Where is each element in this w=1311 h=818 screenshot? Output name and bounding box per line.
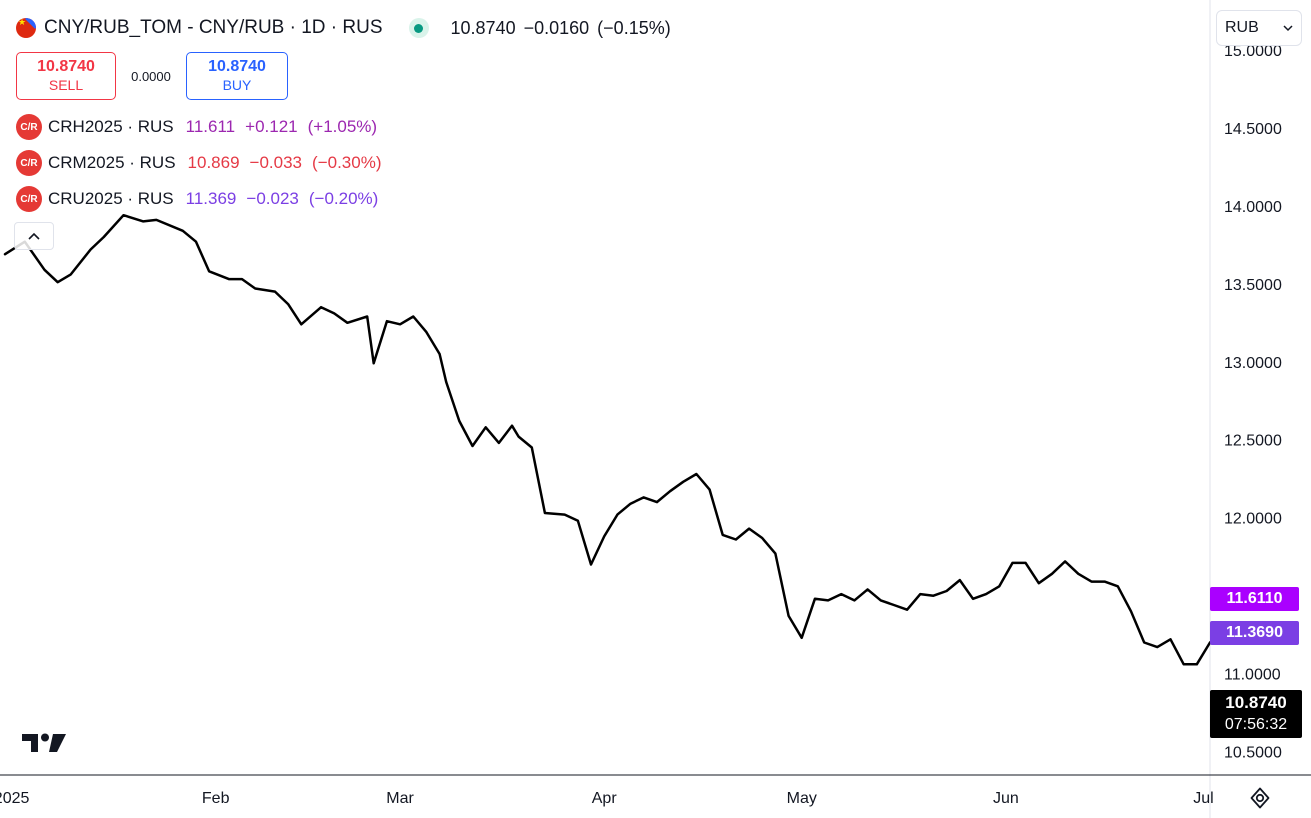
- legend-change-pct: (+1.05%): [307, 117, 378, 136]
- symbol-header: ★ CNY/RUB_TOM - CNY/RUB · 1D · RUS 10.87…: [16, 14, 671, 42]
- y-tick-label: 14.0000: [1224, 199, 1282, 216]
- tradingview-logo-icon[interactable]: [20, 730, 68, 756]
- symbol-title[interactable]: CNY/RUB_TOM - CNY/RUB · 1D · RUS: [44, 17, 383, 38]
- sell-button[interactable]: 10.8740 SELL: [16, 52, 116, 100]
- legend-change: −0.033: [249, 153, 303, 172]
- legend-change: +0.121: [245, 117, 298, 136]
- last-price-tag: 10.8740 07:56:32: [1210, 690, 1302, 738]
- legend-symbol: CRM2025 · RUS: [48, 153, 176, 172]
- settings-icon[interactable]: [1248, 786, 1272, 810]
- trade-panel: 10.8740 SELL 0.0000 10.8740 BUY: [16, 52, 288, 100]
- price-change: −0.0160: [523, 17, 590, 38]
- price-tag-cru2025: 11.3690: [1210, 621, 1299, 645]
- x-tick-label: May: [787, 790, 817, 807]
- buy-label: BUY: [222, 77, 252, 93]
- legend-change-pct: (−0.30%): [312, 153, 382, 172]
- legend-value: 11.611: [185, 117, 236, 136]
- y-tick-label: 13.0000: [1224, 355, 1282, 372]
- legend-row-crh2025[interactable]: C/R CRH2025 · RUS 11.611 +0.121 (+1.05%): [16, 113, 387, 141]
- cr-icon: C/R: [16, 186, 42, 212]
- last-price: 10.8740: [450, 17, 516, 38]
- legend-row-cru2025[interactable]: C/R CRU2025 · RUS 11.369 −0.023 (−0.20%): [16, 185, 388, 213]
- x-tick-label: Mar: [386, 790, 414, 807]
- y-tick-label: 13.5000: [1224, 277, 1282, 294]
- chevron-up-icon: [28, 232, 40, 240]
- cr-icon: C/R: [16, 114, 42, 140]
- legend-change-pct: (−0.20%): [308, 189, 379, 208]
- legend-symbol: CRH2025 · RUS: [48, 117, 174, 136]
- live-status-icon: [408, 18, 429, 38]
- sell-label: SELL: [48, 77, 84, 93]
- x-tick-label: Feb: [202, 790, 230, 807]
- cr-icon: C/R: [16, 150, 42, 176]
- x-tick-label: Jun: [993, 790, 1019, 807]
- chevron-down-icon: [1283, 25, 1293, 32]
- y-tick-label: 12.5000: [1224, 433, 1282, 450]
- y-tick-label: 12.0000: [1224, 511, 1282, 528]
- y-tick-label: 10.5000: [1224, 745, 1282, 762]
- price-change-pct: (−0.15%): [597, 17, 671, 38]
- legend-collapse-button[interactable]: [14, 222, 54, 250]
- price-tag-crh2025: 11.6110: [1210, 587, 1299, 611]
- legend-change: −0.023: [246, 189, 299, 208]
- buy-price: 10.8740: [208, 58, 266, 75]
- legend-value: 10.869: [187, 153, 240, 172]
- legend-value: 11.369: [185, 189, 237, 208]
- y-tick-label: 15.0000: [1224, 43, 1282, 60]
- currency-selector[interactable]: RUB: [1216, 10, 1302, 46]
- x-tick-label: Jul: [1193, 790, 1213, 807]
- legend-symbol: CRU2025 · RUS: [48, 189, 174, 208]
- buy-button[interactable]: 10.8740 BUY: [186, 52, 288, 100]
- sell-price: 10.8740: [37, 58, 95, 75]
- spread-value: 0.0000: [131, 68, 171, 84]
- y-tick-label: 14.5000: [1224, 121, 1282, 138]
- legend-row-crm2025[interactable]: C/R CRM2025 · RUS 10.869 −0.033 (−0.30%): [16, 149, 391, 177]
- series-line: [3, 213, 1212, 666]
- x-tick-label: Apr: [592, 790, 618, 807]
- bar-countdown: 07:56:32: [1224, 716, 1288, 733]
- currency-label: RUB: [1225, 19, 1259, 36]
- y-tick-label: 11.0000: [1224, 667, 1281, 684]
- china-flag-icon: ★: [16, 18, 36, 38]
- x-tick-label: 2025: [0, 790, 29, 807]
- last-price-tag-value: 10.8740: [1225, 693, 1287, 712]
